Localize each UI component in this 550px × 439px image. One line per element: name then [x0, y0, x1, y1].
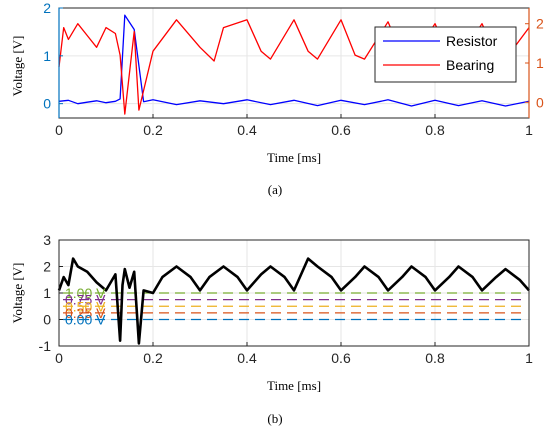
right-y-tick-label: 1 — [536, 55, 544, 71]
y-tick-label: -1 — [39, 338, 52, 354]
x-axis-title-b: Time [ms] — [267, 378, 321, 393]
y-tick-label: 1 — [43, 285, 51, 301]
left-y-tick-label: 0 — [43, 96, 51, 112]
x-axis-title-a: Time [ms] — [267, 150, 321, 165]
x-ticks-b: 0 0.2 0.4 0.6 0.8 1 — [55, 342, 533, 366]
threshold-label: 0.50 V — [65, 298, 106, 314]
x-tick-label: 1 — [525, 122, 533, 138]
legend-box — [374, 26, 517, 83]
x-tick-label: 0.6 — [331, 122, 351, 138]
y-axis-title-b: Voltage [V] — [10, 263, 25, 324]
right-y-tick-label: 0 — [536, 94, 544, 110]
x-tick-label: 0 — [55, 122, 63, 138]
panel-a: 0 0.2 0.4 0.6 0.8 1 012 012 Resistor Bearing … — [10, 0, 544, 197]
series-line-voltage — [57, 257, 530, 345]
left-y-tick-label: 2 — [43, 0, 51, 16]
threshold-label: 0.25 V — [65, 305, 106, 321]
x-tick-label: 0.4 — [237, 350, 257, 366]
threshold-lines — [63, 292, 527, 321]
series-group-b — [57, 257, 530, 345]
x-tick-label: 0.2 — [143, 350, 163, 366]
y-tick-label: 2 — [43, 259, 51, 275]
legend: Resistor Bearing — [374, 26, 517, 83]
right-y-tick-label: 2 — [536, 16, 544, 32]
x-tick-label: 0 — [55, 350, 63, 366]
x-tick-label: 0.8 — [425, 122, 445, 138]
right-y-ticks-a: 0 1 2 — [525, 8, 544, 118]
panel-caption-b: (b) — [267, 411, 282, 426]
threshold-label: 0.75 V — [65, 292, 106, 308]
x-tick-label: 0.8 — [425, 350, 445, 366]
x-tick-label: 0.4 — [237, 122, 257, 138]
x-tick-label: 0.2 — [143, 122, 163, 138]
y-axis-title-a: Voltage [V] — [10, 36, 25, 97]
threshold-label: 0.00 V — [65, 312, 106, 328]
left-y-tick-label: 1 — [43, 48, 51, 64]
panel-caption-a: (a) — [268, 182, 282, 197]
panel-b: 1.00 V0.75 V0.50 V0.25 V0.00 V 0 0.2 0.4 0.… — [10, 232, 533, 426]
y-ticks-b: -1 0 1 2 3 — [39, 232, 63, 354]
x-tick-label: 1 — [525, 350, 533, 366]
y-tick-label: 3 — [43, 232, 51, 248]
threshold-labels: 1.00 V0.75 V0.50 V0.25 V0.00 V — [65, 285, 106, 328]
threshold-label: 1.00 V — [65, 285, 106, 301]
legend-label-resistor: Resistor — [446, 33, 498, 49]
y-tick-label: 0 — [43, 312, 51, 328]
legend-label-bearing: Bearing — [446, 57, 494, 73]
series-line-resistor — [58, 14, 530, 107]
x-ticks-a: 0 0.2 0.4 0.6 0.8 1 — [55, 114, 533, 138]
x-tick-label: 0.6 — [331, 350, 351, 366]
left-y-ticks-a: 0 1 2 — [43, 0, 63, 118]
